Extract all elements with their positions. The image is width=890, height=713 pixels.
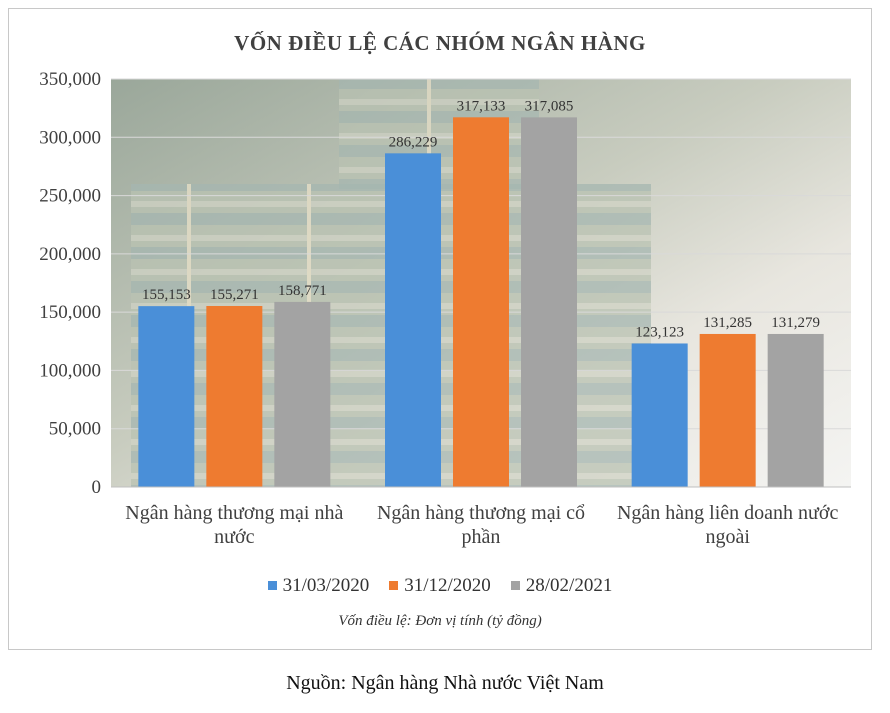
bar <box>138 306 195 487</box>
y-tick-label: 200,000 <box>39 244 101 265</box>
legend-item: 28/02/2021 <box>510 574 613 597</box>
legend-swatch <box>389 581 399 590</box>
bar <box>521 117 577 488</box>
unit-note: Vốn điều lệ: Đơn vị tính (tỷ đồng) <box>338 613 542 629</box>
data-label: 131,279 <box>771 315 820 331</box>
chart-frame: VỐN ĐIỀU LỆ CÁC NHÓM NGÂN HÀNG 0 50,000 10… <box>8 8 872 650</box>
y-tick-label: 100,000 <box>39 360 101 381</box>
data-label: 158,771 <box>278 283 327 299</box>
x-tick-label: Ngân hàng thương mại cổ phần <box>376 502 586 548</box>
x-tick-label: Ngân hàng thương mại nhà nước <box>125 502 344 548</box>
data-label: 155,153 <box>142 287 191 303</box>
x-tick-label: Ngân hàng liên doanh nước ngoài <box>616 502 839 548</box>
bar <box>699 333 756 487</box>
y-tick-label: 250,000 <box>39 186 101 207</box>
legend-swatch <box>510 581 520 590</box>
source-caption: Nguồn: Ngân hàng Nhà nước Việt Nam <box>286 672 604 694</box>
legend: 31/03/2020 31/12/2020 28/02/2021 <box>9 574 871 597</box>
data-label: 131,285 <box>703 315 752 331</box>
y-tick-label: 50,000 <box>49 419 101 440</box>
bar <box>631 343 688 487</box>
y-tick-label: 150,000 <box>39 302 101 323</box>
legend-label: 28/02/2021 <box>525 574 613 596</box>
bar <box>453 117 509 487</box>
bar-chart: 0 50,000 100,000 150,000 200,000 250,000 300,0… <box>39 69 851 498</box>
data-label: 317,085 <box>525 98 574 114</box>
legend-swatch <box>267 581 277 590</box>
y-tick-label: 0 <box>92 477 102 498</box>
data-label: 286,229 <box>389 134 438 150</box>
chart-title: VỐN ĐIỀU LỆ CÁC NHÓM NGÂN HÀNG <box>234 31 646 55</box>
data-label: 317,133 <box>457 98 506 114</box>
legend-item: 31/12/2020 <box>389 575 491 597</box>
y-tick-label: 300,000 <box>39 127 101 148</box>
legend-label: 31/03/2020 <box>282 574 370 596</box>
bar <box>385 153 441 488</box>
legend-item: 31/03/2020 <box>267 574 370 597</box>
y-tick-label: 350,000 <box>39 69 101 90</box>
bar <box>206 305 263 487</box>
data-label: 155,271 <box>210 287 259 303</box>
bar <box>274 301 331 487</box>
data-label: 123,123 <box>635 324 684 340</box>
legend-label: 31/12/2020 <box>404 574 491 596</box>
bar <box>767 333 824 487</box>
